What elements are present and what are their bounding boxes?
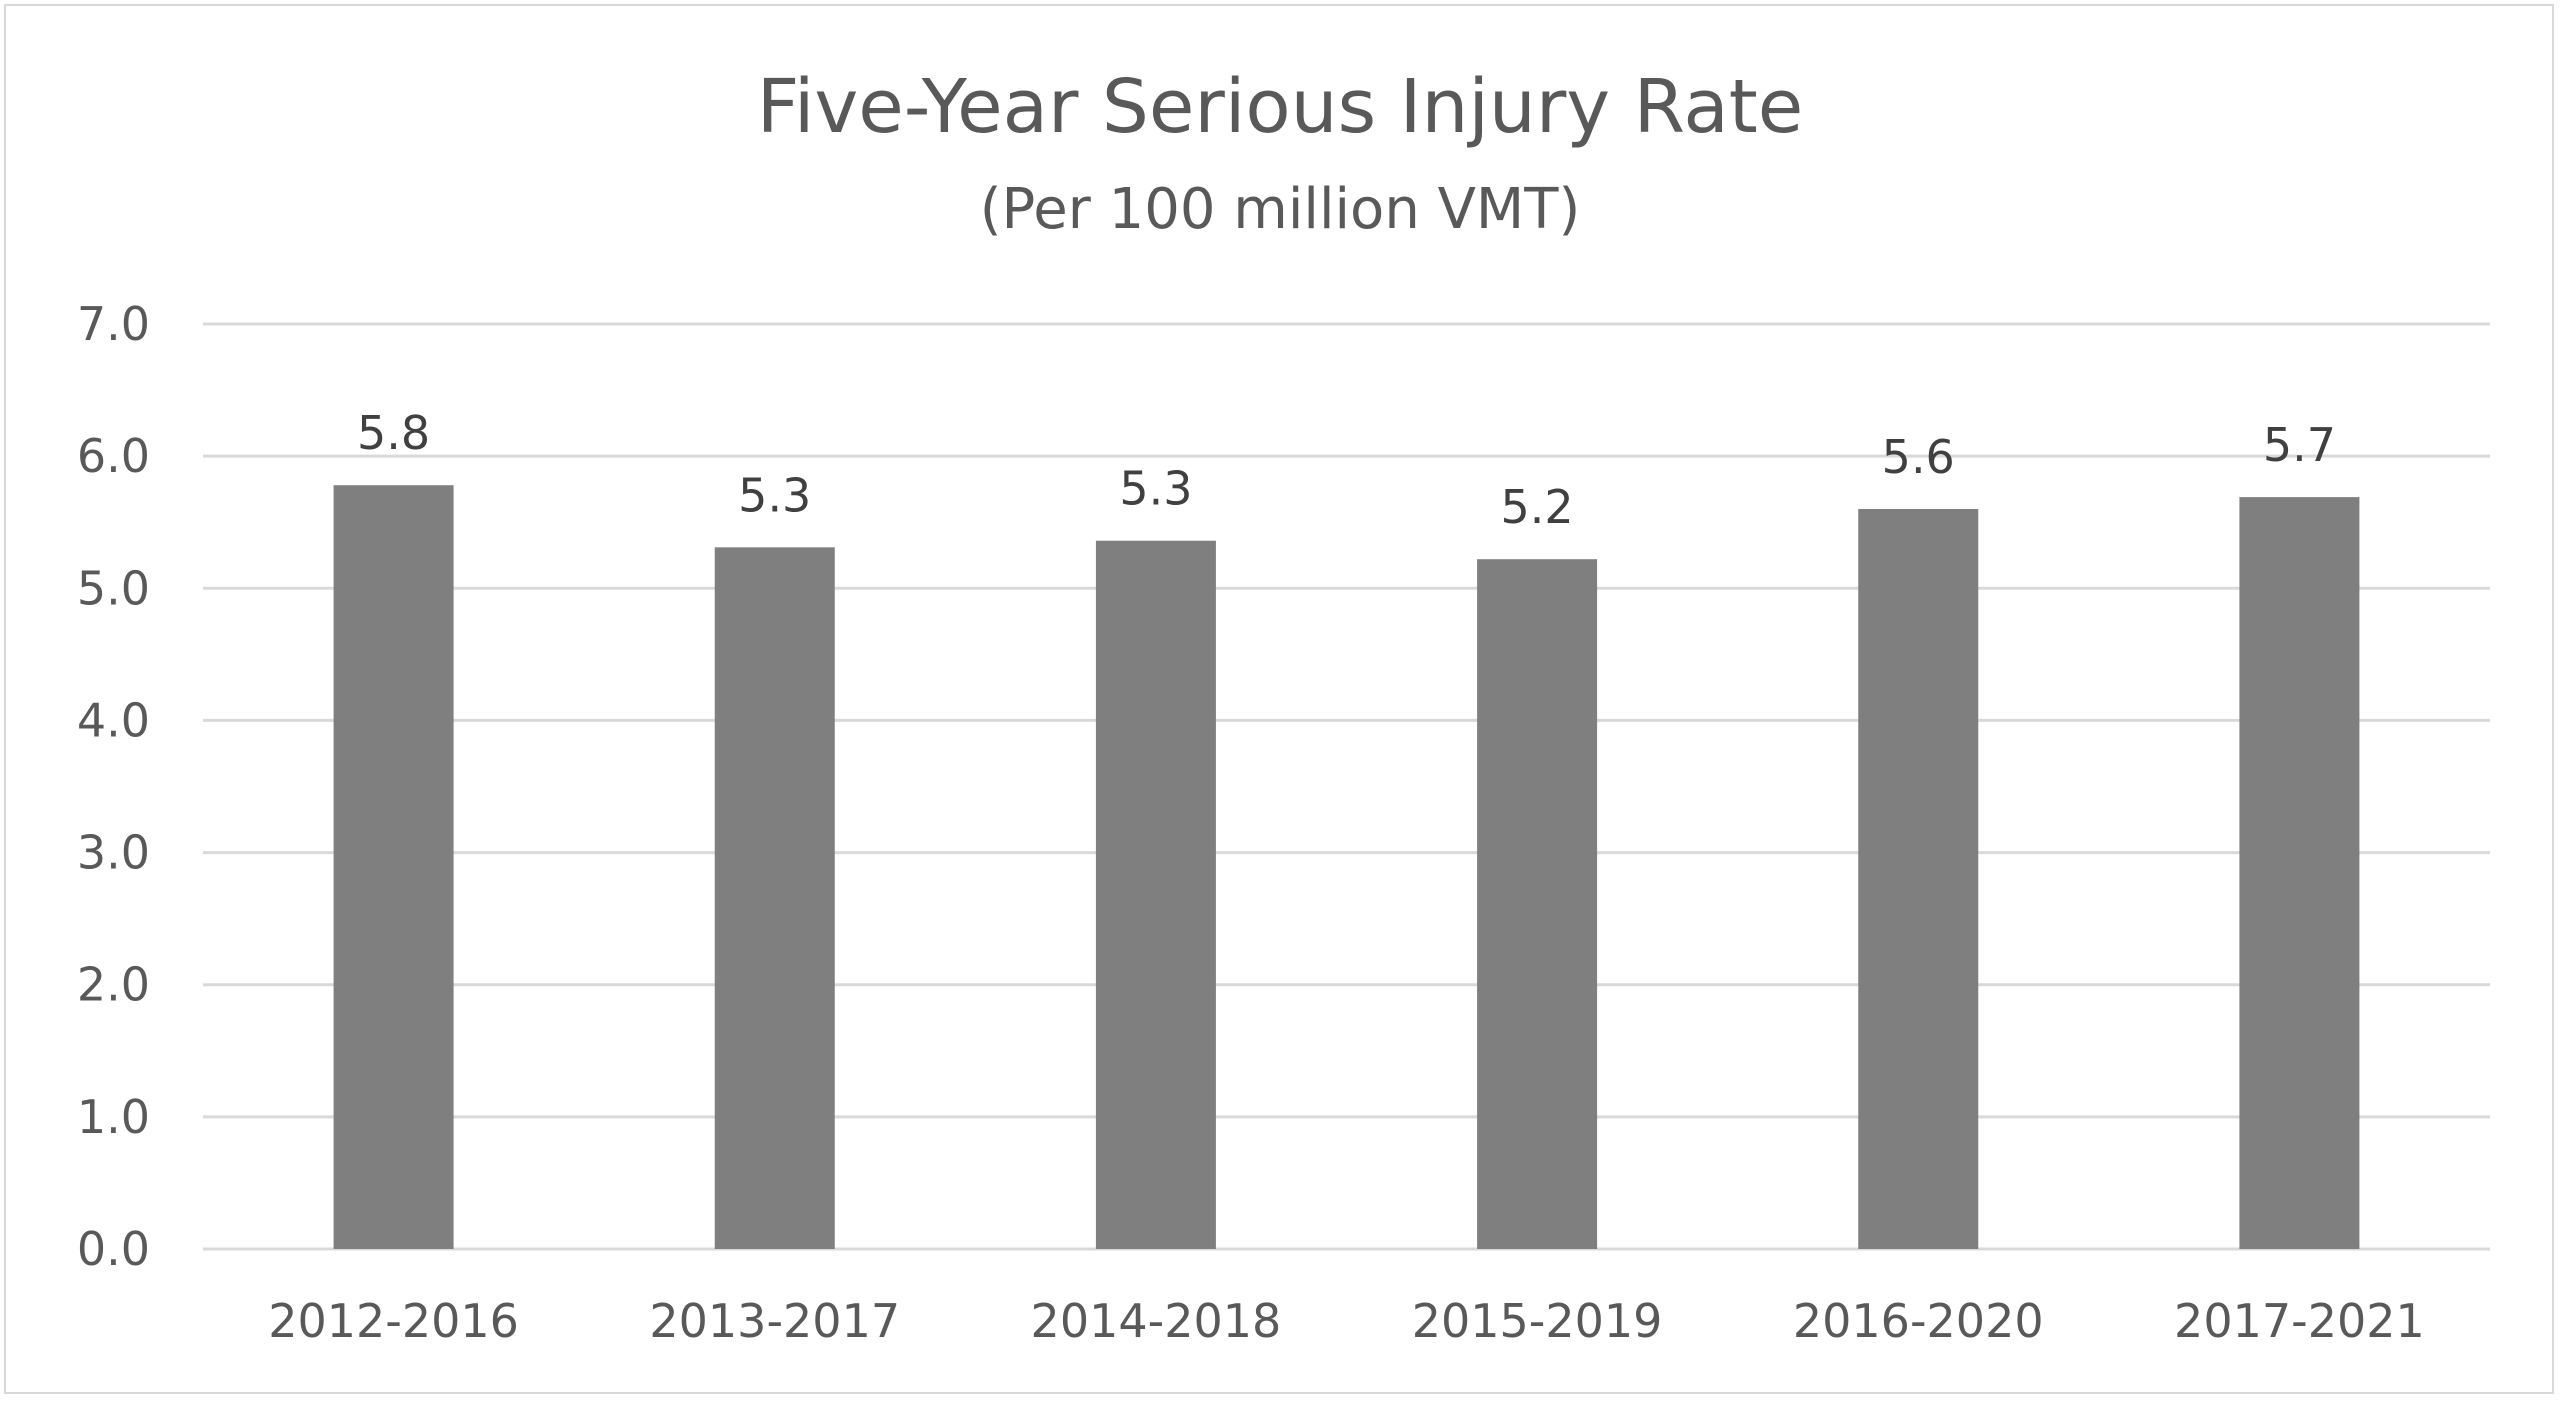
gridlines <box>203 322 2490 1251</box>
y-tick-label: 3.0 <box>77 826 150 880</box>
y-axis-ticks: 0.0 1.0 2.0 3.0 4.0 5.0 6.0 7.0 <box>77 297 150 1276</box>
y-tick-label: 0.0 <box>77 1222 150 1276</box>
data-label: 5.7 <box>2263 418 2336 472</box>
y-tick-label: 1.0 <box>77 1090 150 1144</box>
y-tick-label: 5.0 <box>77 561 150 615</box>
bars <box>333 485 2360 1249</box>
y-tick-label: 6.0 <box>77 429 150 483</box>
y-tick-label: 2.0 <box>77 958 150 1012</box>
data-label: 5.3 <box>738 468 811 522</box>
bar-2016-2020 <box>1858 509 1979 1249</box>
chart-title: Five-Year Serious Injury Rate <box>757 64 1804 150</box>
data-label: 5.3 <box>1119 462 1192 516</box>
data-label: 5.6 <box>1882 430 1955 484</box>
bar-2015-2019 <box>1477 559 1598 1249</box>
chart-subtitle: (Per 100 million VMT) <box>980 177 1581 242</box>
data-label: 5.2 <box>1501 480 1574 534</box>
x-tick-label: 2015-2019 <box>1412 1294 1663 1348</box>
x-tick-label: 2016-2020 <box>1793 1294 2044 1348</box>
x-tick-label: 2013-2017 <box>649 1294 900 1348</box>
y-tick-label: 4.0 <box>77 693 150 747</box>
bar-2014-2018 <box>1095 540 1216 1249</box>
x-tick-label: 2017-2021 <box>2174 1294 2425 1348</box>
x-tick-label: 2012-2016 <box>268 1294 519 1348</box>
x-tick-label: 2014-2018 <box>1031 1294 1282 1348</box>
y-tick-label: 7.0 <box>77 297 150 351</box>
bar-2013-2017 <box>714 547 835 1249</box>
data-label: 5.8 <box>357 406 430 460</box>
bar-2017-2021 <box>2239 497 2360 1249</box>
bar-2012-2016 <box>333 485 454 1249</box>
x-axis-ticks: 2012-2016 2013-2017 2014-2018 2015-2019 2016… <box>268 1294 2425 1348</box>
data-labels: 5.8 5.3 5.3 5.2 5.6 5.7 <box>357 406 2336 534</box>
